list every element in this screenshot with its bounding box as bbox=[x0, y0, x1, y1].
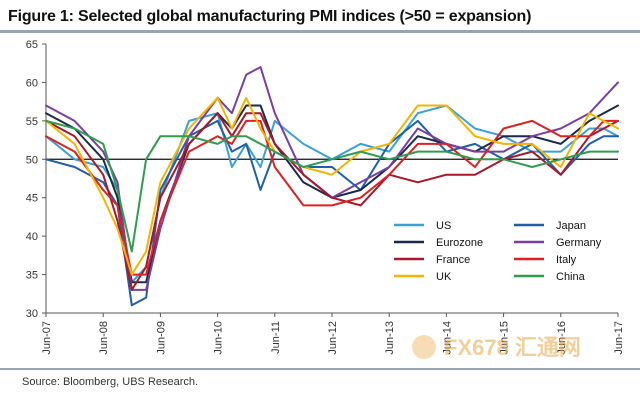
series-line-china bbox=[45, 119, 619, 253]
title-rule bbox=[0, 30, 640, 33]
x-tick-label: Jun-07 bbox=[41, 321, 53, 355]
y-tick-label: 65 bbox=[26, 39, 38, 51]
series-line-italy bbox=[45, 119, 619, 276]
chart-title: Figure 1: Selected global manufacturing … bbox=[8, 8, 532, 25]
series-line-us bbox=[45, 104, 619, 284]
y-tick-label: 60 bbox=[26, 77, 38, 89]
series-line-eurozone bbox=[45, 104, 619, 284]
source-note: Source: Bloomberg, UBS Research. bbox=[22, 376, 199, 388]
series-line-germany bbox=[45, 66, 619, 291]
y-tick-label: 35 bbox=[26, 270, 38, 282]
legend-label-eurozone: Eurozone bbox=[436, 237, 483, 249]
x-tick-label: Jun-15 bbox=[499, 321, 511, 355]
y-tick-label: 45 bbox=[26, 193, 38, 205]
series-layer bbox=[45, 66, 619, 307]
legend-label-uk: UK bbox=[436, 271, 452, 283]
footer-rule bbox=[0, 368, 640, 370]
x-tick-label: Jun-08 bbox=[98, 321, 110, 355]
legend-label-us: US bbox=[436, 220, 451, 232]
legend-label-germany: Germany bbox=[556, 237, 602, 249]
x-tick-label: Jun-14 bbox=[441, 321, 453, 355]
legend-label-japan: Japan bbox=[556, 220, 586, 232]
legend-label-france: France bbox=[436, 254, 470, 266]
x-tick-label: Jun-09 bbox=[155, 321, 167, 355]
pmi-line-chart: 30 35 40 45 50 55 60 65 Jun-07 Jun-08 Jun-09 Jun-10… bbox=[26, 39, 625, 355]
y-tick-label: 40 bbox=[26, 231, 38, 243]
x-tick-label: Jun-10 bbox=[213, 321, 225, 355]
y-tick-label: 30 bbox=[26, 308, 38, 320]
legend-background bbox=[384, 216, 612, 290]
x-tick-label: Jun-11 bbox=[270, 321, 282, 354]
legend: US Japan Eurozone Germany France Italy UK China bbox=[384, 216, 612, 290]
y-tick-label: 55 bbox=[26, 116, 38, 128]
axis-layer: 30 35 40 45 50 55 60 65 Jun-07 Jun-08 Jun-09 Jun-10… bbox=[26, 39, 625, 355]
legend-label-italy: Italy bbox=[556, 254, 577, 266]
x-tick-label: Jun-17 bbox=[613, 321, 625, 355]
y-tick-label: 50 bbox=[26, 154, 38, 166]
x-tick-label: Jun-12 bbox=[327, 321, 339, 355]
legend-label-china: China bbox=[556, 271, 586, 283]
x-tick-label: Jun-16 bbox=[556, 321, 568, 355]
x-tick-label: Jun-13 bbox=[384, 321, 396, 355]
